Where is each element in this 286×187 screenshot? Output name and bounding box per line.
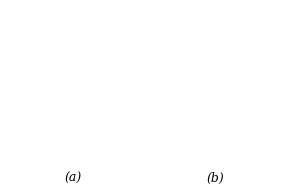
Text: (b): (b) xyxy=(206,172,224,185)
Text: (a): (a) xyxy=(64,172,81,185)
